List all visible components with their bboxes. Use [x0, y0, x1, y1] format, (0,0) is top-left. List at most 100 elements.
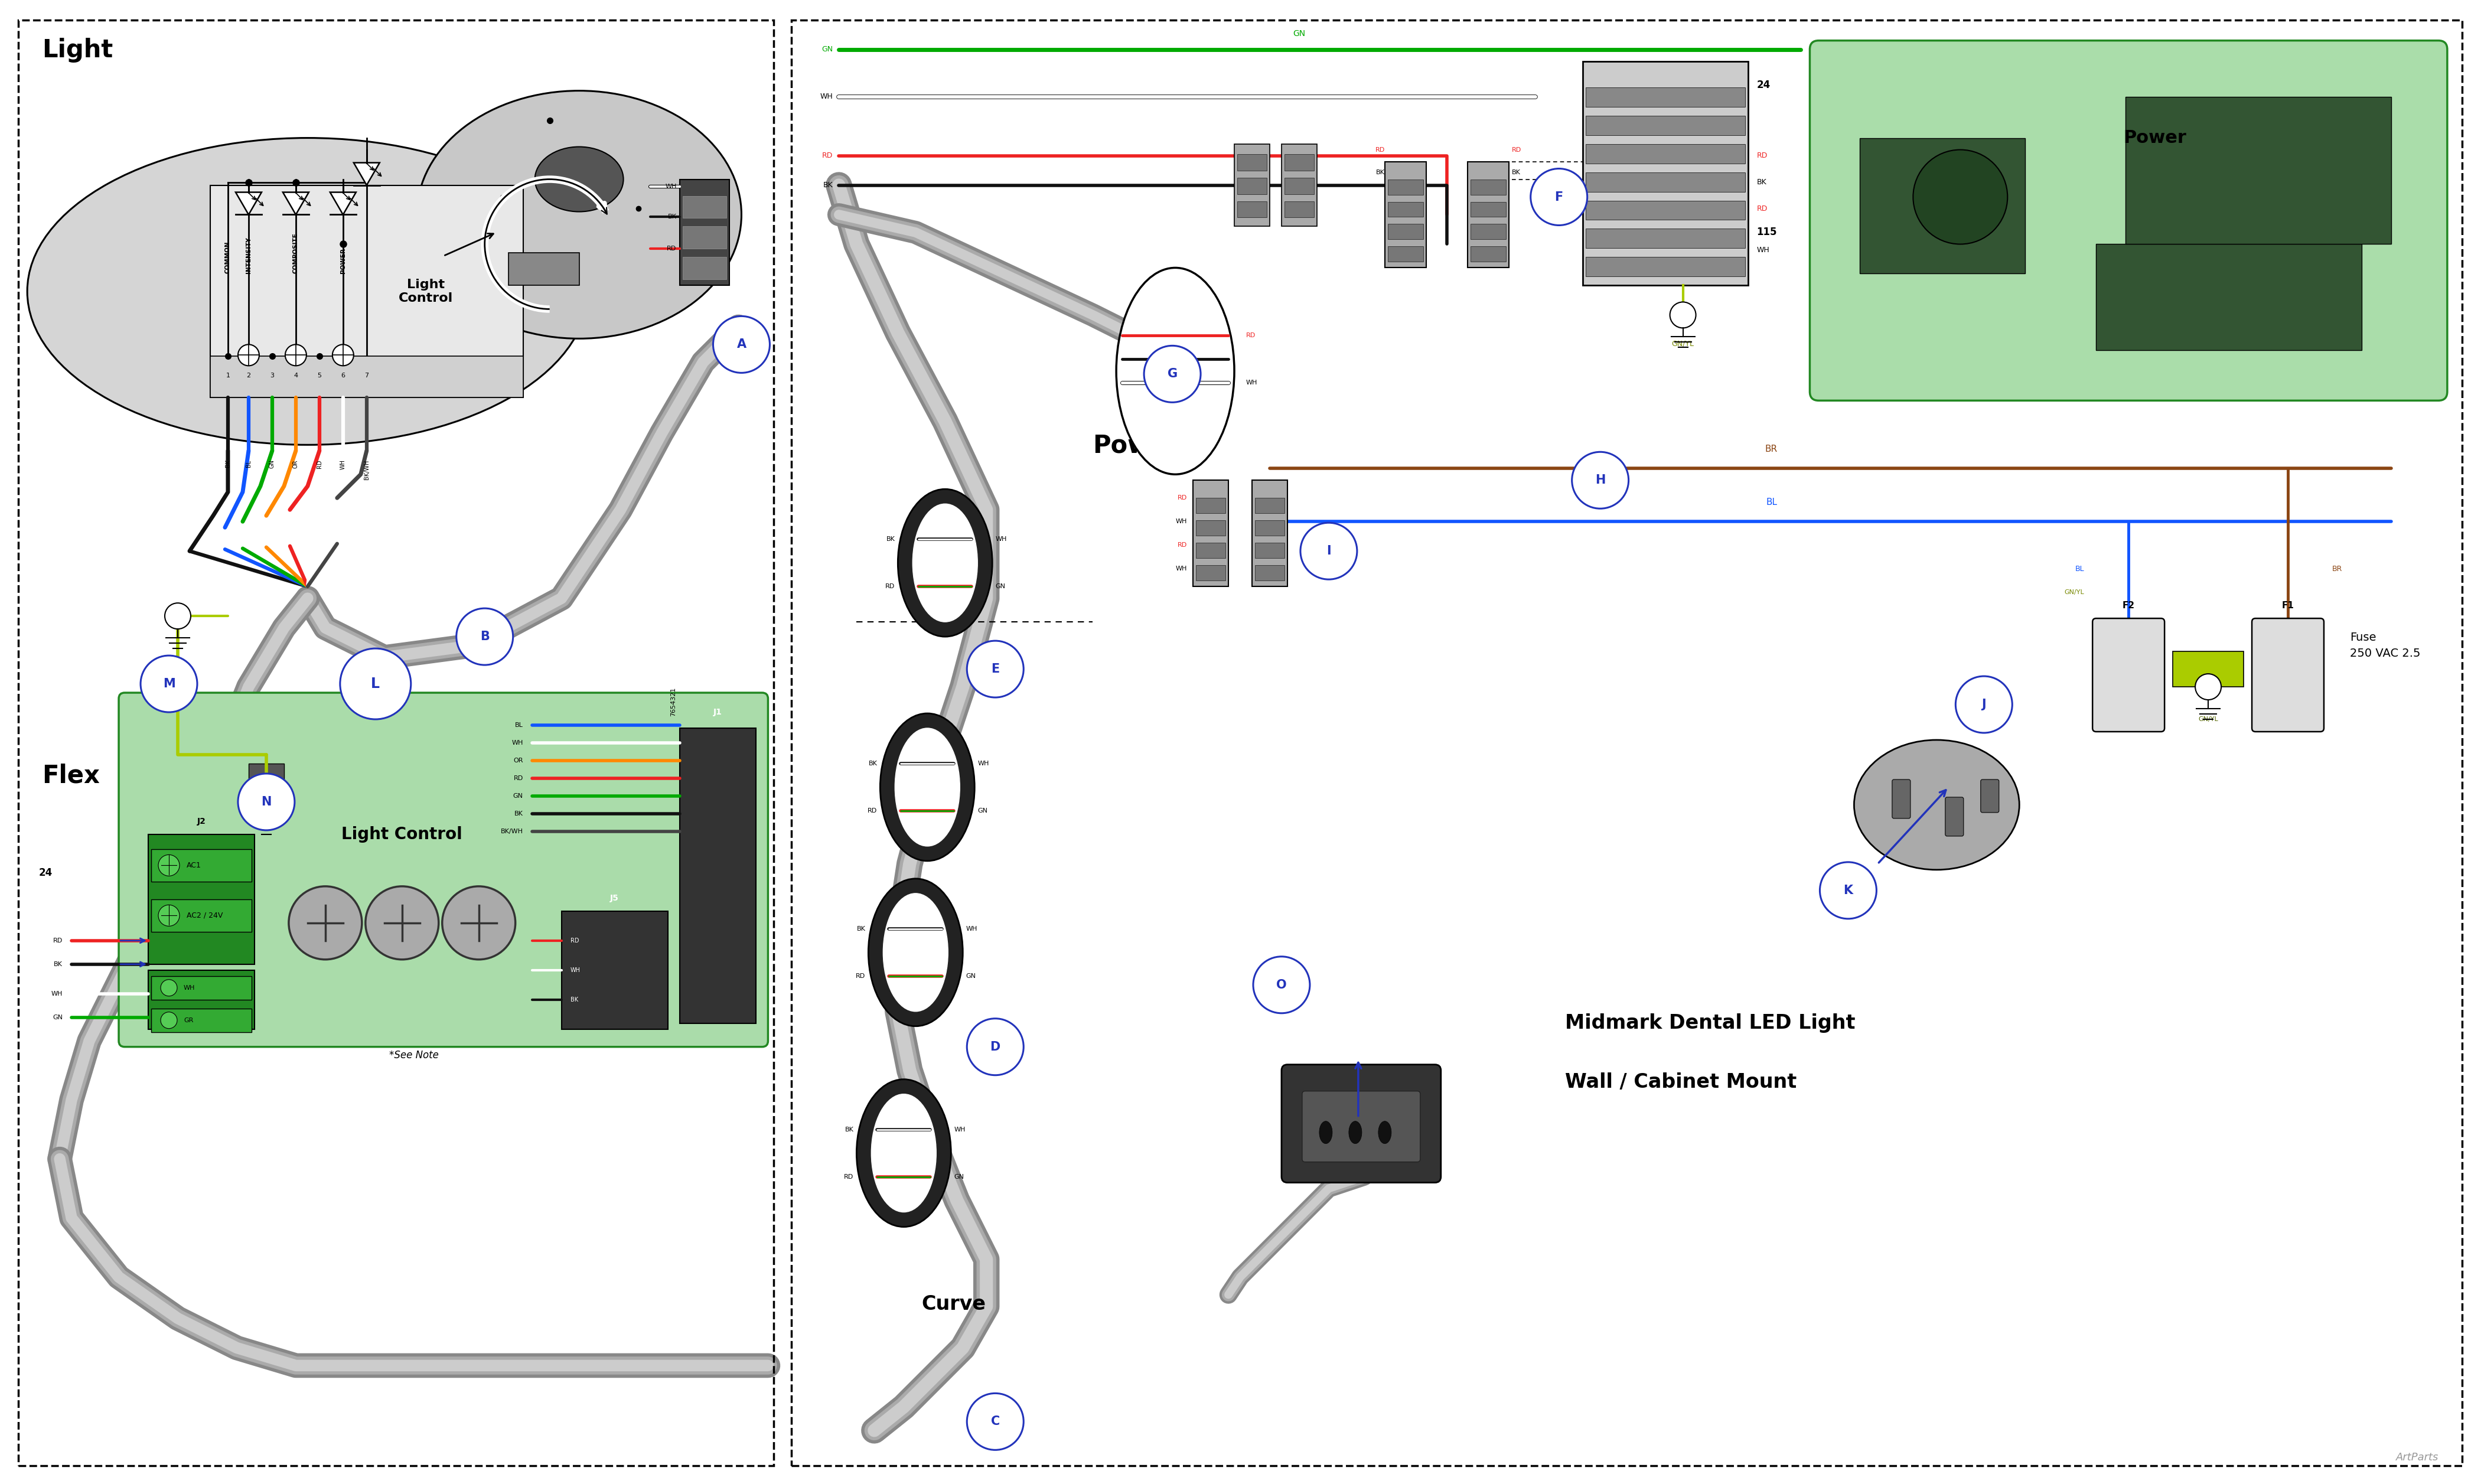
Circle shape — [457, 608, 514, 665]
Text: RD: RD — [1374, 147, 1384, 153]
FancyBboxPatch shape — [1585, 200, 1744, 220]
Polygon shape — [355, 163, 380, 186]
Text: Flex: Flex — [42, 764, 99, 788]
Text: WH: WH — [52, 991, 62, 997]
Bar — [791, 19, 2461, 1466]
Text: J2: J2 — [196, 818, 206, 825]
Text: GN: GN — [821, 46, 834, 53]
Text: E: E — [990, 663, 1000, 675]
Text: BR: BR — [1764, 445, 1779, 454]
Text: *See Note: *See Note — [390, 1049, 439, 1061]
Text: GN: GN — [1293, 30, 1305, 37]
Text: BK: BK — [1511, 169, 1521, 175]
Text: AC1: AC1 — [186, 862, 201, 870]
Text: GN: GN — [52, 1015, 62, 1021]
Text: Curve: Curve — [920, 1294, 985, 1315]
Circle shape — [159, 905, 179, 926]
Circle shape — [1955, 677, 2012, 733]
Circle shape — [968, 1018, 1025, 1076]
FancyBboxPatch shape — [1255, 565, 1285, 580]
Text: F1: F1 — [2283, 601, 2295, 610]
Circle shape — [442, 886, 516, 960]
Text: RD: RD — [1178, 542, 1186, 548]
Ellipse shape — [27, 138, 588, 445]
FancyBboxPatch shape — [680, 180, 729, 285]
FancyBboxPatch shape — [151, 849, 251, 881]
Circle shape — [141, 656, 196, 712]
FancyBboxPatch shape — [1193, 481, 1228, 586]
FancyBboxPatch shape — [151, 899, 251, 932]
Circle shape — [1253, 957, 1310, 1014]
FancyBboxPatch shape — [248, 764, 283, 822]
FancyBboxPatch shape — [680, 729, 757, 1024]
Text: RD: RD — [868, 807, 878, 813]
Text: COMMON: COMMON — [226, 242, 231, 273]
Ellipse shape — [417, 91, 742, 338]
FancyBboxPatch shape — [1253, 481, 1288, 586]
Circle shape — [340, 649, 412, 720]
Text: 4: 4 — [293, 372, 298, 378]
Text: 24: 24 — [40, 868, 52, 879]
FancyBboxPatch shape — [1387, 246, 1424, 261]
Text: GN/YL: GN/YL — [2064, 589, 2084, 595]
Circle shape — [365, 886, 439, 960]
Text: Power: Power — [1092, 433, 1178, 459]
Text: BK: BK — [571, 997, 578, 1003]
Text: WH: WH — [978, 761, 990, 767]
FancyBboxPatch shape — [1471, 202, 1506, 217]
Polygon shape — [236, 193, 261, 215]
Text: WH: WH — [1176, 518, 1186, 524]
Text: RD: RD — [856, 974, 866, 979]
Ellipse shape — [868, 879, 963, 1025]
Polygon shape — [283, 193, 308, 215]
FancyBboxPatch shape — [1585, 88, 1744, 107]
Ellipse shape — [1853, 741, 2020, 870]
Text: Wall / Cabinet Mount: Wall / Cabinet Mount — [1566, 1073, 1796, 1092]
Text: RD: RD — [514, 775, 523, 781]
Text: RD: RD — [52, 938, 62, 944]
Text: 2: 2 — [246, 372, 251, 378]
FancyBboxPatch shape — [1945, 797, 1962, 835]
FancyBboxPatch shape — [1809, 40, 2446, 401]
FancyBboxPatch shape — [1471, 224, 1506, 239]
FancyBboxPatch shape — [2091, 619, 2163, 732]
Ellipse shape — [1350, 1122, 1362, 1144]
Text: GN: GN — [978, 807, 987, 813]
Text: F: F — [1556, 191, 1563, 203]
Text: 7: 7 — [365, 372, 370, 378]
Text: 24: 24 — [1757, 80, 1771, 91]
Text: BL: BL — [516, 723, 523, 729]
Text: RD: RD — [1178, 496, 1186, 502]
FancyBboxPatch shape — [211, 186, 523, 398]
Text: BK: BK — [824, 181, 834, 188]
Text: WH: WH — [340, 460, 345, 469]
Text: WH: WH — [953, 1126, 965, 1132]
FancyBboxPatch shape — [509, 252, 578, 285]
Text: BK: BK — [226, 460, 231, 467]
Ellipse shape — [896, 729, 960, 846]
FancyArrowPatch shape — [122, 962, 144, 966]
Text: BK: BK — [1757, 178, 1766, 186]
FancyBboxPatch shape — [561, 911, 667, 1028]
Circle shape — [285, 344, 308, 365]
Text: B: B — [479, 631, 489, 643]
FancyBboxPatch shape — [682, 196, 727, 218]
Text: WH: WH — [995, 536, 1007, 542]
Text: POWER: POWER — [340, 248, 345, 273]
Text: G: G — [1166, 368, 1178, 380]
Text: BK: BK — [55, 962, 62, 968]
Text: BK: BK — [846, 1126, 853, 1132]
Text: 1: 1 — [226, 372, 231, 378]
Circle shape — [968, 1393, 1025, 1450]
Ellipse shape — [1379, 1122, 1392, 1144]
Circle shape — [1821, 862, 1876, 919]
Circle shape — [238, 344, 258, 365]
FancyBboxPatch shape — [1236, 144, 1270, 227]
Circle shape — [164, 603, 191, 629]
Text: 7654321: 7654321 — [670, 687, 677, 717]
Text: BK/WH: BK/WH — [501, 828, 523, 834]
FancyBboxPatch shape — [211, 356, 523, 398]
Ellipse shape — [883, 893, 948, 1012]
Text: N: N — [261, 795, 270, 807]
Text: A: A — [737, 338, 747, 350]
